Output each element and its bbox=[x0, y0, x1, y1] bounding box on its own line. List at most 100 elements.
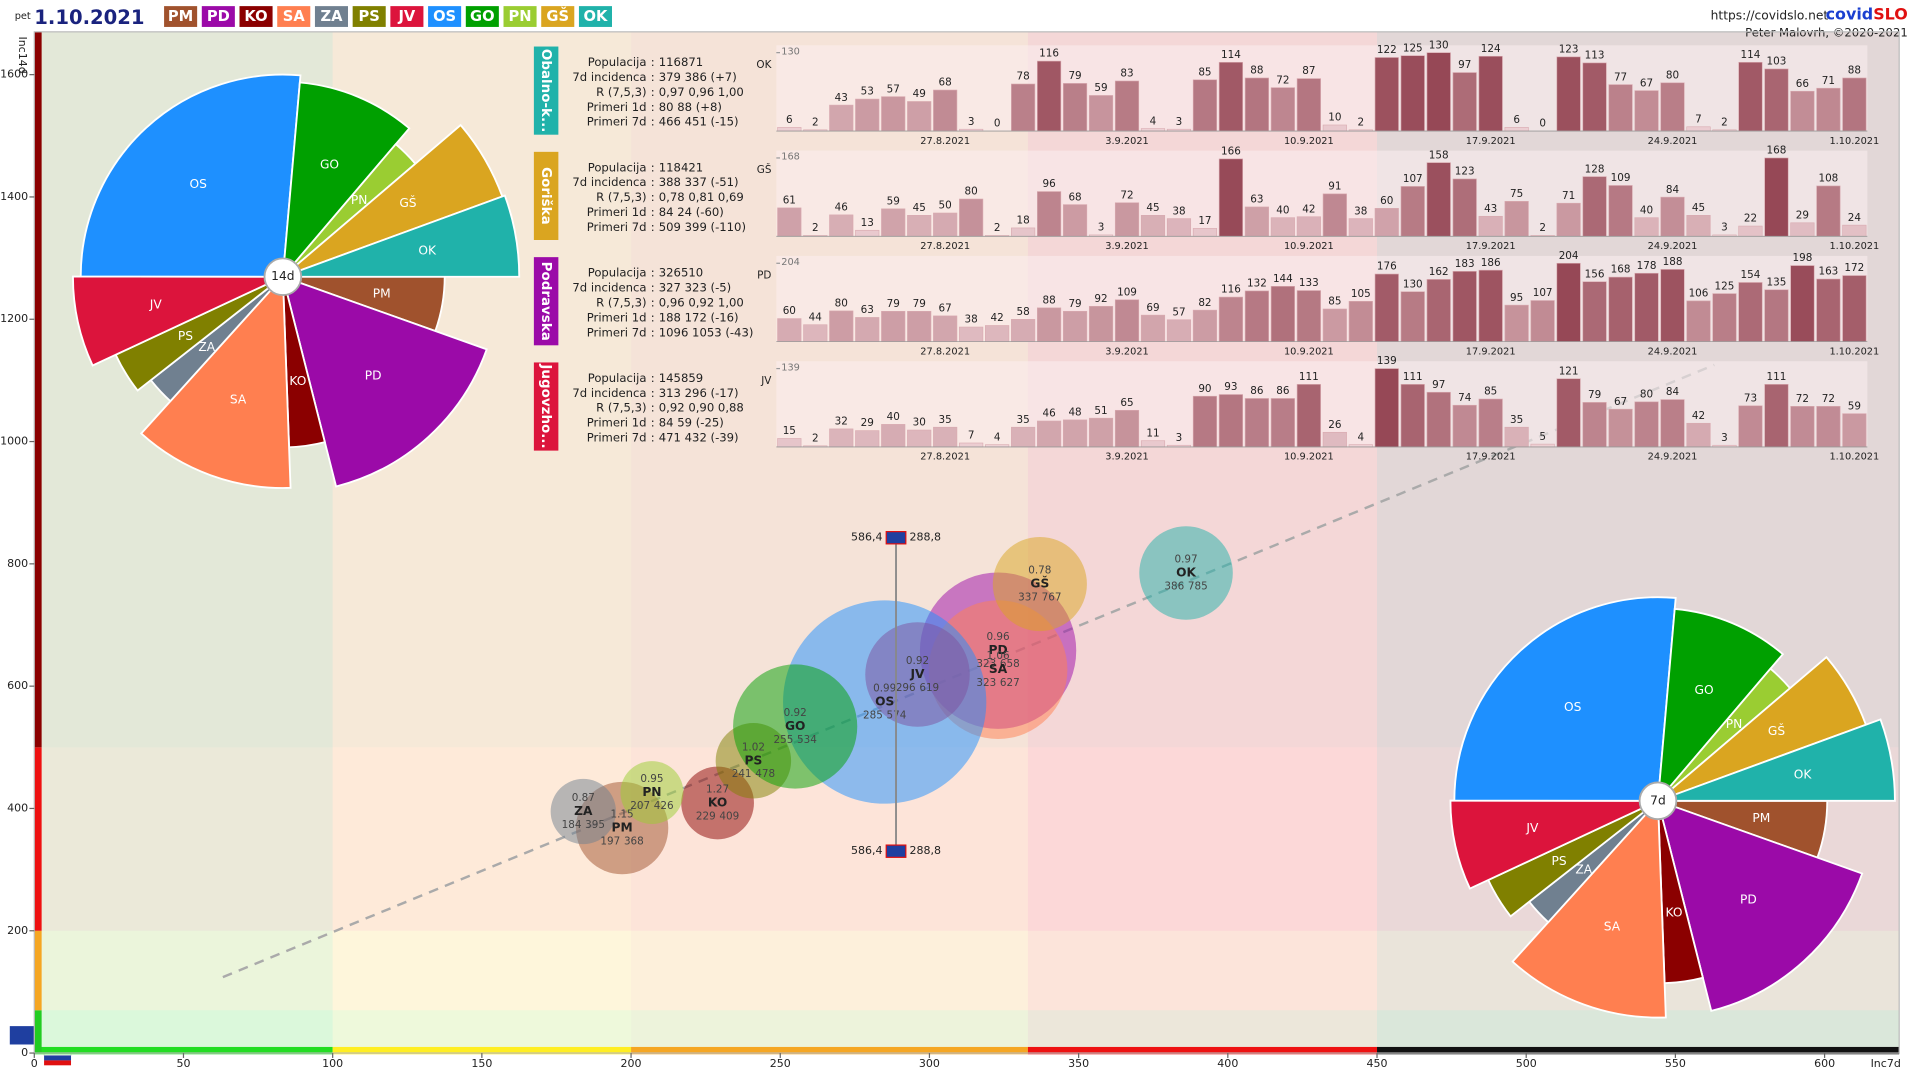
info-value: 0,92 0,90 0,88 bbox=[659, 401, 744, 415]
info-value: 0,96 0,92 1,00 bbox=[659, 295, 744, 309]
bar bbox=[855, 317, 880, 342]
pie-label: KO bbox=[289, 374, 306, 388]
bar bbox=[933, 426, 958, 448]
bar-value-label: 116 bbox=[1039, 48, 1059, 60]
bar bbox=[1192, 228, 1218, 237]
y-tick-label: 1400 bbox=[0, 190, 28, 203]
bar-value-label: 168 bbox=[1767, 145, 1787, 157]
bar-value-label: 72 bbox=[1120, 189, 1133, 201]
date-label: 24.9.2021 bbox=[1648, 136, 1698, 147]
bar-value-label: 66 bbox=[1796, 78, 1809, 90]
legend-swatch bbox=[352, 6, 386, 27]
legend-label: OS bbox=[433, 8, 456, 25]
info-value: 313 296 (-17) bbox=[659, 386, 739, 400]
bar-value-label: 17 bbox=[1198, 215, 1211, 227]
x-tick-label: 150 bbox=[471, 1057, 492, 1070]
bubble-x-label: 323 bbox=[976, 677, 996, 689]
info-value: 509 399 (-110) bbox=[659, 220, 746, 234]
bar bbox=[1374, 368, 1399, 448]
bar bbox=[959, 326, 984, 342]
bubble bbox=[992, 536, 1087, 632]
bar-value-label: 122 bbox=[1377, 44, 1397, 56]
legend-label: PD bbox=[207, 8, 230, 25]
legend-swatch bbox=[164, 6, 198, 27]
bar bbox=[1088, 417, 1114, 448]
info-value: 116871 bbox=[659, 55, 703, 69]
legend-swatch bbox=[390, 6, 424, 27]
date: 1.10.2021 bbox=[34, 6, 144, 29]
bar bbox=[933, 212, 958, 237]
x-zone-bar bbox=[1377, 1046, 1900, 1055]
region-tag bbox=[533, 151, 559, 240]
bar bbox=[1244, 77, 1269, 132]
bar-value-label: 108 bbox=[1818, 173, 1838, 185]
bar bbox=[1426, 162, 1451, 237]
bar-value-label: 79 bbox=[1588, 389, 1601, 401]
bubble-label: SA bbox=[989, 662, 1008, 676]
date-label: 24.9.2021 bbox=[1648, 346, 1698, 357]
bar bbox=[1037, 191, 1062, 237]
bar-value-label: 40 bbox=[1640, 204, 1653, 216]
bar bbox=[881, 310, 906, 342]
bar bbox=[1011, 83, 1036, 132]
bar bbox=[1426, 279, 1451, 342]
bar bbox=[1374, 273, 1399, 342]
bar-value-label: 3 bbox=[1176, 432, 1183, 444]
bar-value-label: 107 bbox=[1403, 173, 1423, 185]
bar-value-label: 40 bbox=[1276, 204, 1289, 216]
bubble-x-label: 229 bbox=[696, 810, 716, 822]
reference-flag bbox=[885, 844, 907, 858]
legend-swatch bbox=[465, 6, 499, 27]
pie-label: PS bbox=[178, 329, 193, 343]
info-value: 188 172 (-16) bbox=[659, 310, 739, 324]
bubble-x-label: 386 bbox=[1164, 580, 1184, 592]
bubble-r: 1.27 bbox=[706, 783, 729, 795]
x-axis-label: Inc7d bbox=[1871, 1057, 1901, 1070]
info-sep: : bbox=[651, 220, 655, 234]
x-tick-label: 100 bbox=[322, 1057, 343, 1070]
bar bbox=[1037, 420, 1062, 448]
bar-value-label: 43 bbox=[835, 92, 848, 104]
info-sep: : bbox=[651, 325, 655, 339]
bar-value-label: 97 bbox=[1432, 379, 1445, 391]
bar bbox=[1011, 227, 1036, 237]
bubble-r: 1.15 bbox=[611, 809, 634, 821]
bubble-r: 1.02 bbox=[742, 741, 765, 753]
bubble-x-label: 337 bbox=[1018, 592, 1038, 604]
bar-value-label: 80 bbox=[1666, 69, 1679, 81]
bar-value-label: 114 bbox=[1221, 49, 1241, 61]
reference-x-label: 288,8 bbox=[909, 531, 941, 544]
bar-panel bbox=[776, 45, 1868, 132]
bar bbox=[1582, 281, 1607, 342]
y-zone-tint bbox=[34, 1010, 1900, 1054]
bar-value-label: 88 bbox=[1848, 65, 1861, 77]
bar-value-label: 144 bbox=[1273, 273, 1293, 285]
bar-value-label: 105 bbox=[1351, 288, 1371, 300]
bar-value-label: 15 bbox=[783, 425, 796, 437]
row-ytick-label: 168 bbox=[781, 152, 800, 163]
bar bbox=[933, 89, 958, 132]
bubble-y-label: 534 bbox=[797, 734, 817, 746]
pie-center bbox=[263, 257, 303, 297]
bubble-label: PN bbox=[642, 785, 661, 799]
info-value: 326510 bbox=[659, 266, 703, 280]
bubble-label: PD bbox=[989, 643, 1008, 657]
bar bbox=[1218, 158, 1243, 237]
bar-value-label: 123 bbox=[1455, 166, 1475, 178]
bar-value-label: 77 bbox=[1614, 71, 1627, 83]
bubble-label: GO bbox=[785, 719, 805, 733]
bar-value-label: 163 bbox=[1818, 266, 1838, 278]
bar-value-label: 51 bbox=[1094, 405, 1107, 417]
x-tick-label: 50 bbox=[176, 1057, 190, 1070]
bar-value-label: 72 bbox=[1276, 74, 1289, 86]
bar bbox=[1530, 300, 1555, 342]
bar-value-label: 2 bbox=[812, 222, 819, 234]
legend-label: ZA bbox=[320, 8, 343, 25]
bar bbox=[1712, 293, 1737, 342]
bar-value-label: 168 bbox=[1611, 264, 1631, 276]
bar-value-label: 95 bbox=[1510, 292, 1523, 304]
bar-value-label: 158 bbox=[1429, 149, 1449, 161]
legend-swatch bbox=[541, 6, 575, 27]
bar bbox=[1686, 300, 1711, 342]
